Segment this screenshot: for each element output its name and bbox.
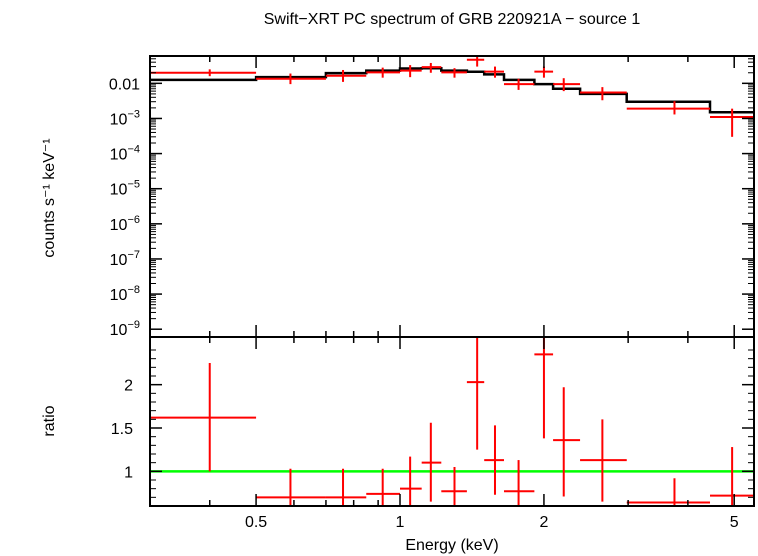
spectrum-y-tick-label: 10−7: [110, 249, 140, 269]
spectrum-data-point: [484, 66, 504, 78]
spectrum-model-series: [150, 66, 754, 114]
spectrum-data-point: [503, 78, 535, 90]
axis-tick-labels: 0.5 1 2 5 0.01 10−3 10−4 10−5 10−6 10−7 10−8 10−9 1 1…: [109, 76, 739, 531]
spectrum-data-point: [366, 67, 401, 78]
ratio-data-point: [626, 478, 711, 506]
spectrum-data-point: [710, 108, 754, 137]
x-tick-label: 5: [730, 514, 739, 531]
spectrum-y-tick-label: 10−5: [110, 179, 140, 199]
x-tick-label: 2: [539, 514, 548, 531]
spectrum-data-point: [466, 56, 485, 67]
ratio-data-point: [503, 460, 535, 506]
spectrum-panel-frame: [149, 55, 755, 338]
spectrum-y-tick-label: 10−4: [110, 144, 140, 164]
ratio-data-series: [150, 337, 754, 506]
spectrum-data-point: [400, 65, 422, 78]
ratio-data-point: [534, 337, 554, 439]
ratio-data-point: [710, 447, 754, 506]
ratio-y-axis-label: ratio: [41, 405, 58, 436]
spectrum-data-point: [580, 87, 627, 101]
spectrum-data-point: [421, 62, 442, 73]
spectrum-y-tick-label: 10−8: [110, 284, 140, 304]
spectrum-data-point: [553, 78, 581, 92]
ratio-data-point: [256, 468, 326, 506]
spectrum-data-point: [441, 68, 467, 78]
ratio-y-tick-label: 1: [124, 464, 133, 481]
ratio-data-point: [325, 468, 367, 506]
ratio-data-point: [421, 422, 442, 502]
ratio-panel-frame: [149, 336, 755, 507]
x-axis-label: Energy (keV): [405, 537, 498, 554]
spectrum-y-tick-label: 10−6: [110, 214, 140, 234]
spectrum-y-tick-label: 10−3: [110, 108, 140, 128]
ratio-data-point: [400, 456, 422, 506]
ratio-data-point: [150, 363, 257, 472]
ratio-data-point: [366, 468, 401, 506]
ratio-y-tick-label: 1.5: [111, 421, 133, 438]
spectrum-y-axis-label: counts s⁻¹ keV⁻¹: [41, 138, 58, 257]
spectrum-data-series: [150, 56, 754, 137]
model-step-line: [150, 66, 754, 114]
ratio-data-point: [441, 467, 467, 506]
spectrum-data-point: [534, 66, 554, 78]
chart-title: Swift−XRT PC spectrum of GRB 220921A − s…: [264, 11, 641, 28]
spectrum-data-point: [150, 69, 257, 77]
axis-ticks: [149, 56, 754, 506]
x-tick-label: 0.5: [245, 514, 267, 531]
spectrum-data-point: [256, 73, 326, 85]
ratio-data-point: [553, 387, 581, 497]
ratio-y-tick-label: 2: [124, 378, 133, 395]
ratio-data-point: [484, 425, 504, 495]
ratio-data-point: [466, 337, 485, 450]
spectrum-data-point: [325, 69, 367, 82]
spectrum-y-tick-label: 0.01: [109, 76, 140, 93]
spectrum-y-tick-label: 10−9: [110, 319, 140, 339]
spectrum-data-point: [626, 101, 711, 115]
x-tick-label: 1: [396, 514, 405, 531]
ratio-data-point: [580, 419, 627, 502]
